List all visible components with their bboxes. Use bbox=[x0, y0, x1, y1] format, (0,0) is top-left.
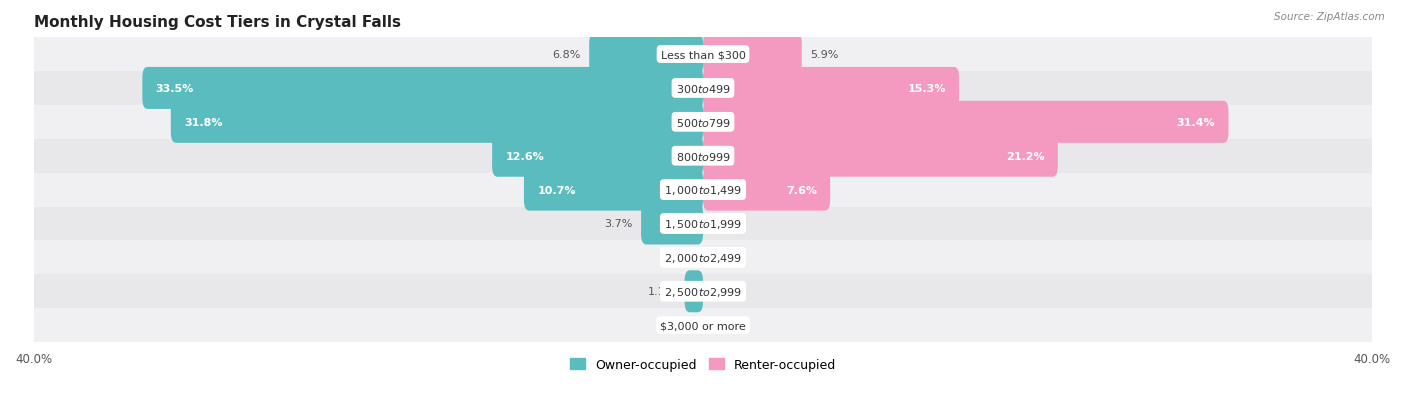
FancyBboxPatch shape bbox=[703, 169, 830, 211]
Text: $1,500 to $1,999: $1,500 to $1,999 bbox=[664, 218, 742, 230]
Text: 0.0%: 0.0% bbox=[711, 287, 740, 297]
Bar bbox=[34, 173, 1372, 207]
Text: 0.0%: 0.0% bbox=[711, 253, 740, 263]
Text: 12.6%: 12.6% bbox=[506, 151, 544, 161]
Text: 7.6%: 7.6% bbox=[786, 185, 817, 195]
Text: $3,000 or more: $3,000 or more bbox=[661, 320, 745, 330]
Text: $2,500 to $2,999: $2,500 to $2,999 bbox=[664, 285, 742, 298]
Bar bbox=[34, 38, 1372, 72]
Text: Monthly Housing Cost Tiers in Crystal Falls: Monthly Housing Cost Tiers in Crystal Fa… bbox=[34, 15, 401, 30]
FancyBboxPatch shape bbox=[524, 169, 703, 211]
Bar bbox=[34, 309, 1372, 342]
Bar bbox=[34, 106, 1372, 140]
Bar bbox=[34, 72, 1372, 106]
Legend: Owner-occupied, Renter-occupied: Owner-occupied, Renter-occupied bbox=[565, 353, 841, 375]
FancyBboxPatch shape bbox=[685, 271, 703, 313]
FancyBboxPatch shape bbox=[703, 68, 959, 110]
Text: 31.4%: 31.4% bbox=[1177, 118, 1215, 128]
Text: $500 to $799: $500 to $799 bbox=[675, 116, 731, 128]
FancyBboxPatch shape bbox=[641, 203, 703, 245]
FancyBboxPatch shape bbox=[492, 135, 703, 177]
Text: $800 to $999: $800 to $999 bbox=[675, 150, 731, 162]
Bar bbox=[34, 275, 1372, 309]
Text: 5.9%: 5.9% bbox=[810, 50, 838, 60]
FancyBboxPatch shape bbox=[703, 34, 801, 76]
FancyBboxPatch shape bbox=[170, 102, 703, 143]
Text: 10.7%: 10.7% bbox=[537, 185, 576, 195]
Text: $1,000 to $1,499: $1,000 to $1,499 bbox=[664, 184, 742, 197]
Text: 0.0%: 0.0% bbox=[711, 219, 740, 229]
Text: 0.0%: 0.0% bbox=[711, 320, 740, 330]
Text: 6.8%: 6.8% bbox=[553, 50, 581, 60]
Text: Less than $300: Less than $300 bbox=[661, 50, 745, 60]
Text: 21.2%: 21.2% bbox=[1005, 151, 1045, 161]
Text: $300 to $499: $300 to $499 bbox=[675, 83, 731, 95]
Bar bbox=[34, 140, 1372, 173]
Text: 0.0%: 0.0% bbox=[666, 253, 695, 263]
Text: 33.5%: 33.5% bbox=[156, 84, 194, 94]
Text: 31.8%: 31.8% bbox=[184, 118, 222, 128]
FancyBboxPatch shape bbox=[703, 135, 1057, 177]
Text: $2,000 to $2,499: $2,000 to $2,499 bbox=[664, 251, 742, 264]
FancyBboxPatch shape bbox=[142, 68, 703, 110]
Bar bbox=[34, 207, 1372, 241]
Text: 1.1%: 1.1% bbox=[648, 287, 676, 297]
Bar bbox=[34, 241, 1372, 275]
FancyBboxPatch shape bbox=[589, 34, 703, 76]
Text: Source: ZipAtlas.com: Source: ZipAtlas.com bbox=[1274, 12, 1385, 22]
Text: 15.3%: 15.3% bbox=[907, 84, 946, 94]
FancyBboxPatch shape bbox=[703, 102, 1229, 143]
Text: 0.0%: 0.0% bbox=[666, 320, 695, 330]
Text: 3.7%: 3.7% bbox=[605, 219, 633, 229]
